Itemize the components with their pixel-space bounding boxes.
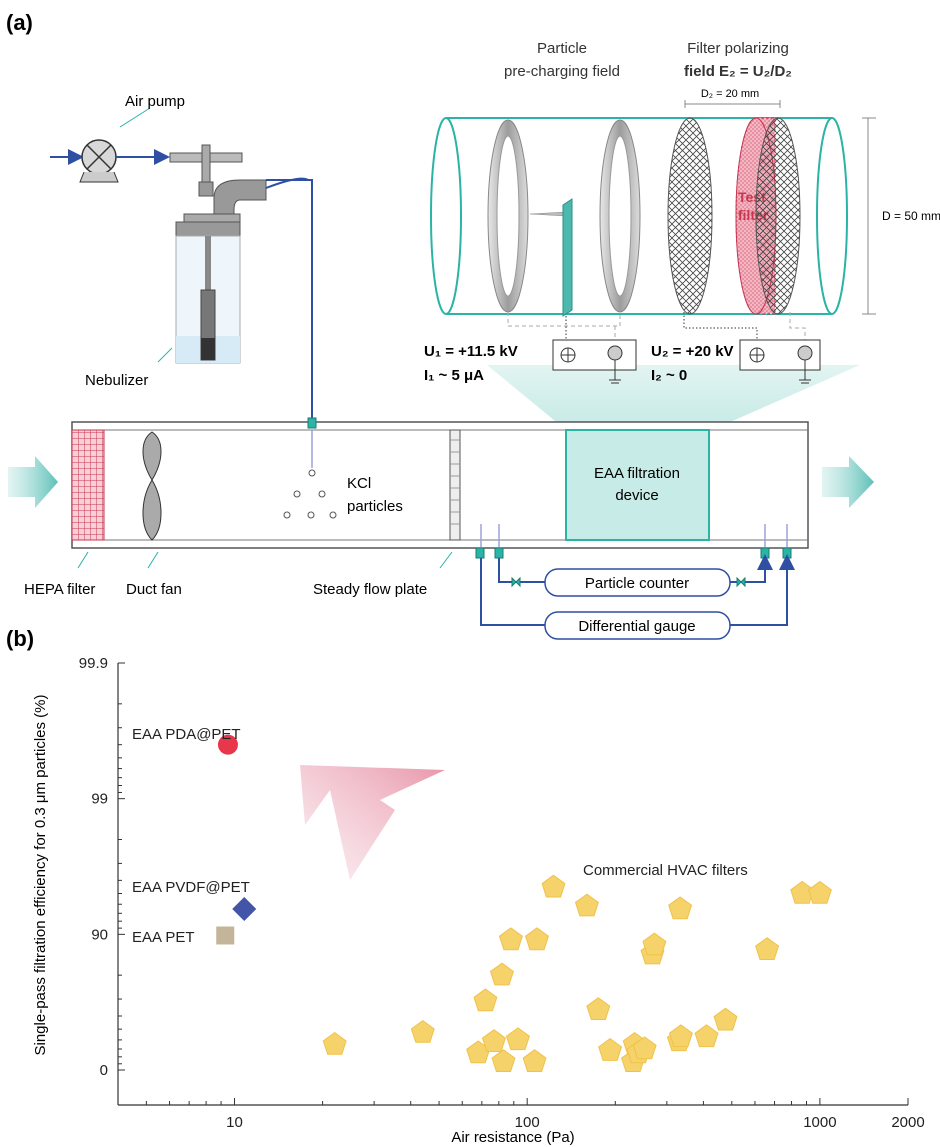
marker-hvac <box>525 927 549 951</box>
marker-hvac <box>410 1019 435 1043</box>
marker-hvac <box>668 896 693 920</box>
hepa-filter <box>71 429 105 541</box>
steady-flow-plate <box>449 429 461 541</box>
polarizing-mesh-left <box>667 117 713 315</box>
power-supply-2 <box>739 339 821 384</box>
fan-leader <box>147 551 159 569</box>
marker-pet <box>216 926 235 945</box>
marker-hvac <box>755 937 780 960</box>
marker-hvac <box>694 1024 719 1048</box>
projection-cone <box>487 365 860 430</box>
x-tick-label: 2000 <box>891 1114 924 1131</box>
y-tick-label: 90 <box>91 926 108 943</box>
marker-hvac <box>807 880 832 904</box>
marker-hvac <box>598 1037 623 1061</box>
marker-hvac <box>642 932 667 956</box>
polarizing-mesh-right <box>755 117 801 315</box>
label-hvac: Commercial HVAC filters <box>583 862 748 879</box>
marker-hvac <box>713 1007 738 1031</box>
duct-fan <box>142 431 162 541</box>
charging-ring-left <box>487 119 529 313</box>
nebulizer: Nebulizer <box>85 144 313 418</box>
particle-counter: Particle counter <box>544 568 731 597</box>
marker-hvac <box>489 962 514 986</box>
hepa-label: HEPA filter <box>24 581 95 598</box>
marker-pvdf-pet <box>232 896 257 921</box>
u2-label: U₂ = +20 kV <box>651 343 734 360</box>
hepa-leader <box>77 551 89 569</box>
u1-label: U₁ = +11.5 kV <box>424 343 518 360</box>
polarizing-label-2: field E₂ = U₂/D₂ <box>684 63 792 80</box>
eaa-device: EAA filtration device <box>565 429 710 541</box>
marker-pda-pet <box>217 734 238 755</box>
panel-b-label: (b) <box>6 626 34 651</box>
eaa-label-2: device <box>615 487 658 504</box>
marker-hvac <box>481 1029 506 1052</box>
marker-hvac <box>668 1024 693 1048</box>
x-tick-label: 1000 <box>803 1114 836 1131</box>
label-pvdf-pet: EAA PVDF@PET <box>132 879 250 896</box>
kcl-label-2: particles <box>347 498 403 515</box>
polarizing-label-1: Filter polarizing <box>687 40 789 57</box>
marker-hvac <box>498 927 523 951</box>
air-inlet-arrow <box>8 456 58 508</box>
marker-hvac <box>632 1036 657 1060</box>
y-tick-label: 99 <box>91 791 108 808</box>
marker-hvac <box>541 874 566 898</box>
precharge-label-2: pre-charging field <box>504 63 620 80</box>
label-pda-pet: EAA PDA@PET <box>132 726 241 743</box>
x-tick-label: 100 <box>515 1114 540 1131</box>
charging-needle <box>529 198 573 317</box>
label-pet: EAA PET <box>132 929 195 946</box>
particle-counter-label: Particle counter <box>585 575 689 592</box>
marker-hvac <box>505 1027 530 1051</box>
differential-gauge-label: Differential gauge <box>578 618 695 635</box>
charging-ring-right <box>599 119 641 313</box>
sampling-lines <box>475 524 795 626</box>
injection-port <box>307 417 317 429</box>
panel-a-label: (a) <box>6 10 33 35</box>
marker-hvac <box>473 988 498 1012</box>
x-axis-label: Air resistance (Pa) <box>451 1129 574 1146</box>
power-supply-1 <box>552 339 637 384</box>
marker-hvac <box>322 1031 347 1055</box>
air-pump-label: Air pump <box>125 93 185 110</box>
i2-label: I₂ ~ 0 <box>651 367 687 384</box>
air-outlet-arrow <box>822 456 874 508</box>
kcl-label-1: KCl <box>347 475 371 492</box>
y-tick-label: 99.9 <box>79 655 108 672</box>
scatter-chart: 10 100 1000 2000 0 90 99 99.9 EAA PDA@PET EAA PVD… <box>79 655 925 1131</box>
steady-plate-label: Steady flow plate <box>313 581 427 598</box>
d-label: D = 50 mm <box>882 209 940 223</box>
precharge-label-1: Particle <box>537 40 587 57</box>
eaa-label-1: EAA filtration <box>594 465 680 482</box>
i1-label: I₁ ~ 5 μA <box>424 367 484 384</box>
y-axis-label: Single-pass filtration efficiency for 0.… <box>32 694 49 1055</box>
x-tick-label: 10 <box>226 1114 243 1131</box>
marker-hvac <box>574 893 599 917</box>
marker-hvac <box>522 1049 547 1072</box>
kcl-particles <box>283 469 337 519</box>
marker-hvac <box>491 1049 516 1072</box>
duct-fan-label: Duct fan <box>126 581 182 598</box>
improvement-arrow <box>300 765 445 880</box>
air-pump: Air pump <box>50 93 185 183</box>
d2-label: D₂ = 20 mm <box>701 88 759 100</box>
wiring <box>507 312 806 341</box>
y-tick-label: 0 <box>100 1062 108 1079</box>
plate-leader <box>439 551 453 569</box>
nebulizer-label: Nebulizer <box>85 372 148 389</box>
differential-gauge: Differential gauge <box>544 611 731 640</box>
marker-hvac <box>586 997 611 1020</box>
panel-a: (a) Test filter <box>6 10 940 640</box>
